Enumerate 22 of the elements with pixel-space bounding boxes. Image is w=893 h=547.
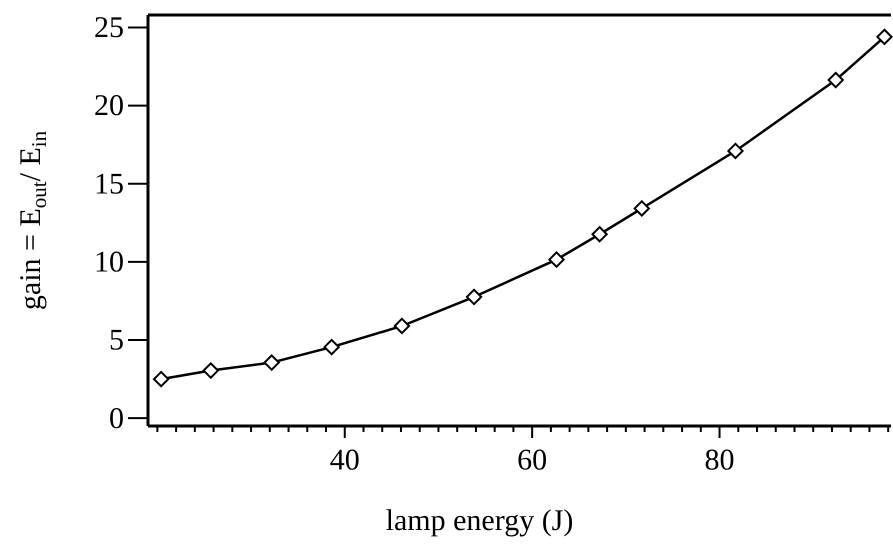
y-tick-label: 15 <box>94 167 124 200</box>
y-tick-label: 0 <box>109 402 124 435</box>
point <box>727 142 744 160</box>
point <box>152 370 170 388</box>
y-tick-label: 25 <box>94 11 124 44</box>
point <box>548 251 565 268</box>
y-tick-label: 20 <box>94 89 124 122</box>
point <box>202 362 219 379</box>
point <box>466 288 482 306</box>
y-tick-label: 10 <box>94 246 124 279</box>
x-tick-label: 60 <box>517 443 548 476</box>
x-tick-label: 40 <box>330 443 360 476</box>
point <box>591 226 608 242</box>
point <box>828 72 844 88</box>
y-tick-label: 5 <box>109 324 124 357</box>
point <box>634 200 650 217</box>
point <box>324 338 340 356</box>
x-axis-title: lamp energy (J) <box>386 504 574 537</box>
point <box>876 28 893 46</box>
point <box>394 318 410 334</box>
point <box>264 354 280 371</box>
x-tick-label: 80 <box>704 443 735 476</box>
